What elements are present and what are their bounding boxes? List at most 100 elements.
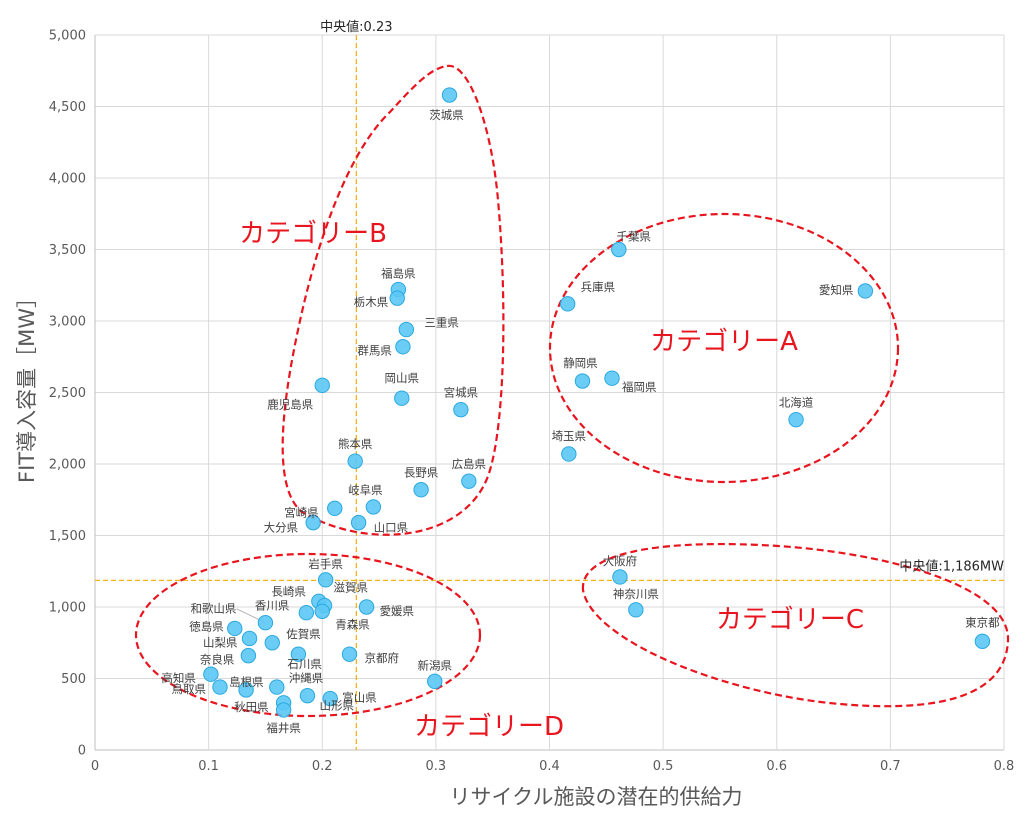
category-outline-0	[548, 212, 900, 484]
data-point	[453, 401, 469, 418]
y-tick-label: 0	[78, 744, 86, 759]
data-point	[298, 605, 315, 621]
data-point	[275, 702, 292, 718]
category-outline-2	[581, 542, 1010, 708]
data-point	[611, 241, 627, 258]
point-label: 静岡県	[563, 356, 598, 370]
point-label: 広島県	[452, 457, 487, 471]
data-point	[427, 673, 443, 690]
point-label: 鹿児島県	[267, 397, 313, 411]
data-point	[394, 390, 410, 406]
y-tick-label: 1,000	[49, 601, 86, 616]
y-tick-label: 3,000	[49, 315, 86, 330]
point-label: 熊本県	[338, 437, 373, 451]
point-label: 福井県	[266, 721, 301, 735]
data-points	[203, 87, 991, 718]
data-point	[461, 473, 477, 489]
point-label: 秋田県	[234, 700, 269, 714]
x-axis-ticks: 0 0.1 0.2 0.3 0.4 0.5 0.6 0.7 0.8	[91, 759, 1014, 774]
y-tick-label: 5,000	[49, 29, 86, 44]
data-point	[299, 687, 316, 704]
data-point	[365, 499, 382, 515]
data-point	[389, 290, 405, 306]
point-label: 奈良県	[200, 653, 235, 667]
data-point	[413, 482, 429, 498]
point-label: 岐阜県	[348, 483, 383, 497]
y-tick-label: 4,500	[49, 100, 86, 115]
y-tick-label: 3,500	[49, 243, 86, 258]
data-point	[314, 603, 330, 619]
point-label: 愛知県	[819, 283, 854, 297]
data-point	[240, 647, 257, 664]
point-label: 茨城県	[429, 108, 464, 122]
point-label: 山形県	[319, 699, 354, 713]
data-point	[441, 87, 458, 103]
median-y-label: 中央値:1,186MW	[899, 558, 1004, 574]
point-label: 福岡県	[622, 380, 657, 394]
x-tick-label: 0.2	[312, 759, 333, 774]
point-label: 佐賀県	[286, 627, 321, 641]
x-tick-label: 0.7	[880, 759, 901, 774]
point-label: 山梨県	[203, 635, 238, 649]
x-tick-label: 0.4	[539, 759, 560, 774]
x-tick-label: 0.8	[994, 759, 1015, 774]
point-label: 石川県	[287, 657, 322, 671]
point-label: 岩手県	[308, 557, 343, 571]
point-label: 青森県	[335, 617, 370, 631]
data-point	[314, 377, 330, 394]
point-label: 長崎県	[271, 584, 306, 598]
x-tick-label: 0.5	[653, 759, 674, 774]
category-ellipses	[134, 64, 1010, 718]
data-point	[788, 411, 804, 428]
data-point	[974, 633, 991, 650]
data-point	[398, 321, 415, 338]
data-point	[305, 514, 321, 531]
data-point	[604, 370, 620, 386]
data-point	[358, 599, 375, 615]
point-label: 千葉県	[617, 230, 652, 244]
x-axis-title: リサイクル施設の潜在的供給力	[450, 785, 743, 809]
data-point	[561, 446, 577, 462]
category-outline-1	[281, 64, 505, 536]
point-label: 大阪府	[603, 554, 638, 568]
point-label: 沖縄県	[289, 671, 324, 685]
data-point	[341, 646, 358, 662]
point-label: 滋賀県	[334, 581, 369, 595]
data-point	[322, 690, 338, 707]
point-label: 埼玉県	[552, 429, 587, 443]
data-point	[395, 339, 411, 355]
x-tick-label: 0.3	[426, 759, 447, 774]
point-label: 北海道	[779, 396, 814, 410]
data-point	[857, 283, 874, 299]
point-label: 宮城県	[444, 386, 479, 400]
y-tick-label: 500	[61, 672, 86, 687]
point-label: 三重県	[424, 316, 459, 330]
data-point	[612, 569, 628, 585]
point-label: 徳島県	[189, 619, 224, 633]
point-label: 香川県	[255, 599, 290, 613]
data-point	[327, 500, 343, 517]
point-label: 和歌山県	[190, 602, 236, 616]
x-tick-label: 0.1	[198, 759, 219, 774]
point-label: 島根県	[229, 675, 264, 689]
category-label: カテゴリーA	[650, 327, 798, 357]
point-label: 長野県	[404, 466, 439, 480]
data-point	[227, 620, 243, 637]
point-label: 神奈川県	[613, 587, 659, 601]
y-tick-label: 1,500	[49, 529, 86, 544]
point-label: 大分県	[264, 521, 299, 535]
point-label: 岡山県	[385, 371, 420, 385]
y-tick-label: 4,000	[49, 172, 86, 187]
category-labels: カテゴリーA カテゴリーB カテゴリーC カテゴリーD	[239, 219, 864, 742]
point-label: 山口県	[374, 521, 409, 535]
point-label: 群馬県	[357, 344, 392, 358]
point-label: 兵庫県	[581, 280, 616, 294]
y-axis-ticks: 0 500 1,000 1,500 2,000 2,500 3,000 3,500 4,000 4…	[49, 29, 86, 759]
data-point	[628, 602, 644, 618]
point-label: 愛媛県	[380, 604, 415, 618]
point-label: 福島県	[381, 267, 416, 281]
category-label: カテゴリーC	[716, 605, 864, 635]
x-tick-label: 0	[91, 759, 99, 774]
